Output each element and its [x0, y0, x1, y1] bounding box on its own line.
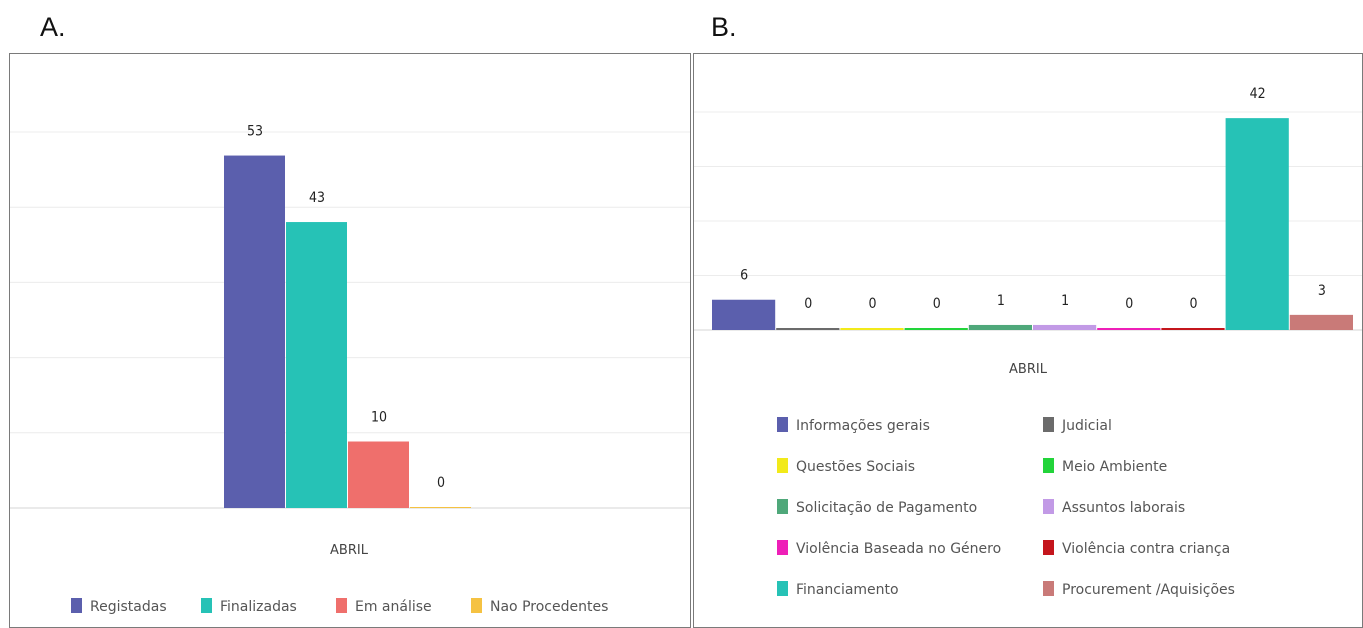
chart-a-container: 53 43 10 0 ABRIL Registadas Finalizadas Em anál…: [9, 53, 691, 628]
chart-a-legend-label-em-analise: Em análise: [355, 599, 432, 615]
chart-b-data-label-solicitacao-de-pagamento: 1: [997, 293, 1005, 309]
chart-a-legend-label-registadas: Registadas: [90, 599, 167, 615]
chart-a-data-label-em-analise: 10: [371, 410, 387, 426]
chart-b-bar-procurement-aquisicoes: [1289, 314, 1353, 330]
chart-b-legend-swatch-financiamento: [777, 581, 788, 596]
chart-b-bar-financiamento: [1225, 118, 1289, 330]
chart-b-legend-swatch-procurement-aquisicoes: [1043, 581, 1054, 596]
chart-b-bar-meio-ambiente: [904, 328, 968, 330]
chart-a-bar-finalizadas: [286, 222, 347, 509]
chart-b-data-label-questoes-sociais: 0: [868, 296, 876, 312]
panel-b-label: B.: [711, 12, 737, 42]
chart-a-legend-swatch-em-analise: [336, 598, 347, 613]
chart-a-bar-em-analise: [348, 441, 409, 508]
chart-b-legend-swatch-violencia-contra-crianca: [1043, 540, 1054, 555]
chart-b-legend-swatch-informacoes-gerais: [777, 417, 788, 432]
chart-b-legend-swatch-assuntos-laborais: [1043, 499, 1054, 514]
chart-b-legend-label-procurement-aquisicoes: Procurement /Aquisições: [1062, 582, 1235, 598]
chart-b-bar-solicitacao-de-pagamento: [968, 324, 1032, 330]
chart-a-legend-label-nao-procedentes: Nao Procedentes: [490, 599, 608, 615]
chart-b-data-label-assuntos-laborais: 1: [1061, 293, 1069, 309]
chart-a-bar-registadas: [224, 155, 285, 509]
chart-a-legend-swatch-registadas: [71, 598, 82, 613]
chart-a-legend-swatch-nao-procedentes: [471, 598, 482, 613]
chart-a-legend-swatch-finalizadas: [201, 598, 212, 613]
chart-a-category-label: ABRIL: [330, 543, 369, 558]
chart-b-legend-label-questoes-sociais: Questões Sociais: [796, 459, 915, 475]
chart-b-data-label-judicial: 0: [804, 296, 812, 312]
chart-a-legend-label-finalizadas: Finalizadas: [220, 599, 297, 615]
chart-b-legend-label-judicial: Judicial: [1061, 418, 1112, 434]
chart-b-legend-label-financiamento: Financiamento: [796, 582, 899, 598]
panel-a-label: A.: [40, 12, 66, 42]
chart-b-data-label-meio-ambiente: 0: [933, 296, 941, 312]
chart-b-bar-judicial: [776, 328, 840, 330]
chart-b-category-label: ABRIL: [1009, 362, 1048, 377]
chart-a-svg: 53 43 10 0 ABRIL Registadas Finalizadas Em anál…: [10, 124, 690, 615]
chart-a-data-label-nao-procedentes: 0: [437, 475, 445, 491]
chart-b-data-label-financiamento: 42: [1250, 86, 1266, 102]
chart-b-data-label-informacoes-gerais: 6: [740, 268, 748, 284]
chart-b-data-label-procurement-aquisicoes: 3: [1318, 283, 1326, 299]
chart-a-bar-nao-procedentes: [410, 507, 471, 508]
chart-a-data-label-registadas: 53: [247, 124, 263, 140]
chart-a-data-label-finalizadas: 43: [309, 190, 325, 206]
chart-b-legend-label-assuntos-laborais: Assuntos laborais: [1062, 500, 1185, 516]
chart-b-legend-swatch-violencia-baseada-no-genero: [777, 540, 788, 555]
chart-b-legend-swatch-meio-ambiente: [1043, 458, 1054, 473]
chart-b-data-label-violencia-contra-crianca: 0: [1189, 296, 1197, 312]
chart-b-legend-label-violencia-contra-crianca: Violência contra criança: [1062, 541, 1230, 557]
chart-b-legend-label-solicitacao-de-pagamento: Solicitação de Pagamento: [796, 500, 977, 516]
chart-b-legend-swatch-solicitacao-de-pagamento: [777, 499, 788, 514]
chart-b-legend-swatch-questoes-sociais: [777, 458, 788, 473]
chart-b-bar-questoes-sociais: [840, 328, 904, 330]
chart-b-svg: 6 0 0 0 1 1 0 0 42 3 ABRIL Informações gerais Judici…: [694, 86, 1362, 598]
chart-b-bar-assuntos-laborais: [1033, 324, 1097, 330]
chart-b-legend-swatch-judicial: [1043, 417, 1054, 432]
chart-b-bar-violencia-baseada-no-genero: [1097, 328, 1161, 330]
chart-b-legend-label-meio-ambiente: Meio Ambiente: [1062, 459, 1167, 475]
chart-b-bar-violencia-contra-crianca: [1161, 328, 1225, 330]
chart-b-data-label-violencia-baseada-no-genero: 0: [1125, 296, 1133, 312]
chart-b-legend-label-informacoes-gerais: Informações gerais: [796, 418, 930, 434]
chart-b-legend-label-violencia-baseada-no-genero: Violência Baseada no Género: [796, 541, 1001, 557]
chart-b-container: 6 0 0 0 1 1 0 0 42 3 ABRIL Informações gerais Judici…: [693, 53, 1363, 628]
chart-b-bar-informacoes-gerais: [712, 299, 776, 330]
